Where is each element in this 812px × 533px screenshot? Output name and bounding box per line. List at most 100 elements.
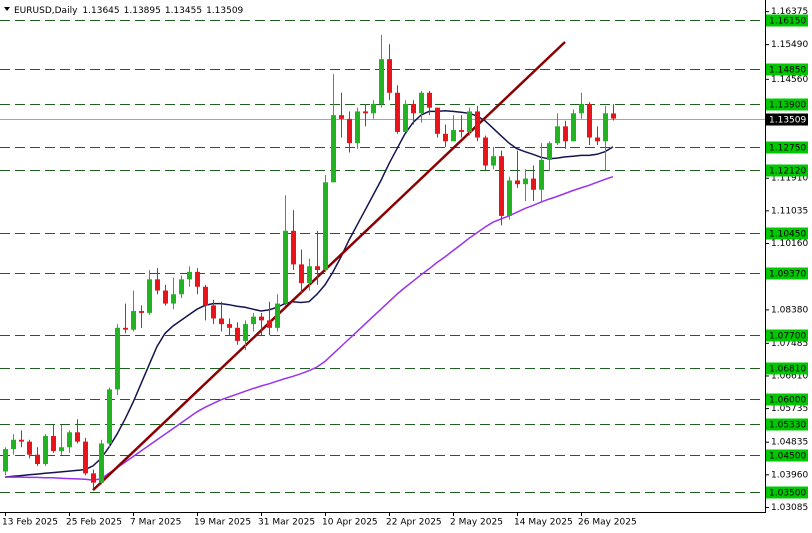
candle-body xyxy=(379,59,384,104)
candle-body xyxy=(243,324,248,341)
level-label: 1.12750 xyxy=(769,144,806,154)
y-tick-label: 1.06610 xyxy=(771,371,808,381)
candle-body xyxy=(83,441,88,474)
candle-body xyxy=(299,264,304,284)
candle-body xyxy=(523,178,528,185)
candle-body xyxy=(323,182,328,270)
candle-body xyxy=(459,130,464,132)
level-box xyxy=(766,362,808,375)
trendline xyxy=(92,41,566,492)
candle-body xyxy=(483,137,488,166)
price-axis-bg xyxy=(765,0,812,533)
candle-body xyxy=(91,473,96,483)
candle-body xyxy=(115,327,120,390)
level-box xyxy=(766,393,808,406)
candle-body xyxy=(315,266,320,270)
candle-body xyxy=(587,103,592,138)
candle-body xyxy=(363,111,368,114)
y-tick-label: 1.10160 xyxy=(771,239,808,249)
level-box xyxy=(766,267,808,280)
level-label: 1.13900 xyxy=(769,101,806,111)
y-tick-label: 1.16375 xyxy=(771,7,808,17)
candle-body xyxy=(411,103,416,114)
x-tick-label: 7 Mar 2025 xyxy=(130,518,181,528)
level-box xyxy=(766,449,808,462)
x-tick-label: 13 Feb 2025 xyxy=(2,518,58,528)
candle-body xyxy=(467,111,472,132)
candle-body xyxy=(403,103,408,132)
last-price-label: 1.13509 xyxy=(769,116,806,126)
time-axis-bg xyxy=(0,513,765,533)
level-box xyxy=(766,418,808,431)
level-label: 1.14850 xyxy=(769,66,806,76)
candle-body xyxy=(555,126,560,144)
y-tick-label: 1.07485 xyxy=(771,339,808,349)
x-tick-label: 19 Mar 2025 xyxy=(194,518,251,528)
level-box xyxy=(766,164,808,177)
candle-body xyxy=(435,107,440,134)
level-label: 1.06810 xyxy=(769,365,806,375)
candle-body xyxy=(595,137,600,142)
candle-body xyxy=(187,271,192,280)
candle-body xyxy=(259,316,264,321)
level-label: 1.07700 xyxy=(769,332,806,342)
candle-body xyxy=(571,113,576,142)
candle-body xyxy=(163,290,168,304)
level-box xyxy=(766,14,808,27)
candle-body xyxy=(515,180,520,185)
candle-body xyxy=(371,103,376,114)
candle-body xyxy=(331,115,336,183)
candle-body xyxy=(123,327,128,330)
candle-body xyxy=(35,454,40,465)
level-box xyxy=(766,329,808,342)
candle-body xyxy=(291,230,296,265)
moving-average xyxy=(4,109,614,478)
candle-body xyxy=(491,156,496,166)
x-tick-label: 14 May 2025 xyxy=(514,518,573,528)
level-box xyxy=(766,141,808,154)
candle-body xyxy=(475,111,480,138)
x-tick-label: 31 Mar 2025 xyxy=(258,518,315,528)
y-tick-label: 1.05735 xyxy=(771,404,808,414)
candle-body xyxy=(235,327,240,341)
x-tick-label: 22 Apr 2025 xyxy=(386,518,442,528)
axes: 1.16375 1.15490 1.14560 1.11910 1.11035 1.101… xyxy=(2,7,808,527)
last-price-box xyxy=(766,113,808,126)
candle-body xyxy=(539,159,544,190)
x-tick-label: 10 Apr 2025 xyxy=(322,518,378,528)
candle-body xyxy=(147,279,152,313)
level-label: 1.05330 xyxy=(769,421,806,431)
candle-body xyxy=(275,303,280,328)
candle-body xyxy=(43,436,48,465)
header: EURUSD,Daily 1.13645 1.13895 1.13455 1.13509 xyxy=(14,6,244,16)
candle-body xyxy=(107,389,112,444)
candle-body xyxy=(387,59,392,93)
candle-body xyxy=(355,111,360,144)
candle-body xyxy=(75,432,80,442)
candle-body xyxy=(283,230,288,304)
candle-body xyxy=(563,126,568,142)
level-box xyxy=(766,98,808,111)
candle-body xyxy=(195,271,200,287)
candle-body xyxy=(507,180,512,216)
candle-body xyxy=(267,320,272,328)
y-tick-label: 1.14560 xyxy=(771,75,808,85)
plot-area xyxy=(0,20,765,493)
candle-body xyxy=(67,432,72,448)
candle-body xyxy=(499,156,504,216)
candle-body xyxy=(155,279,160,291)
candle-body xyxy=(11,439,16,450)
y-tick-label: 1.11035 xyxy=(771,206,808,216)
candle-body xyxy=(395,92,400,132)
y-tick-label: 1.03960 xyxy=(771,470,808,480)
candle-body xyxy=(171,294,176,304)
x-tick-label: 26 May 2025 xyxy=(578,518,637,528)
level-label: 1.04500 xyxy=(769,452,806,462)
candle-body xyxy=(99,443,104,483)
y-tick-label: 1.11910 xyxy=(771,174,808,184)
x-tick-label: 25 Feb 2025 xyxy=(66,518,122,528)
candle-body xyxy=(179,279,184,295)
candle-body xyxy=(443,133,448,142)
level-box xyxy=(766,227,808,240)
